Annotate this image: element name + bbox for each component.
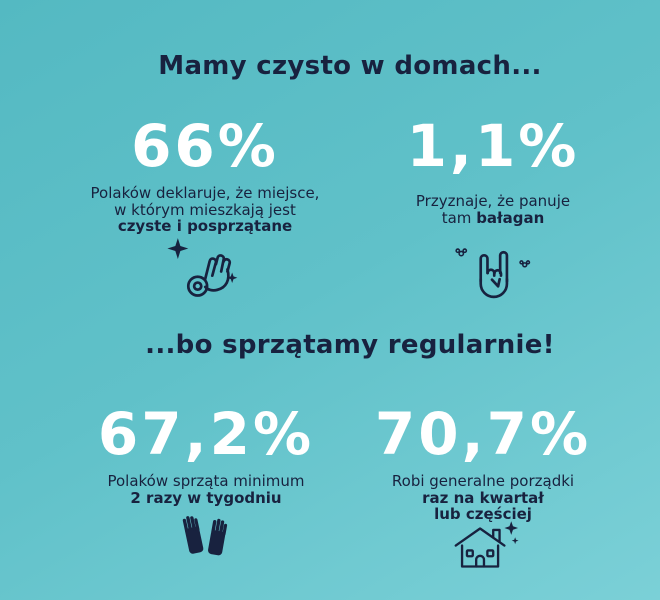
mid-heading: ...bo sprzątamy regularnie! <box>145 330 555 360</box>
stat-description: Robi generalne porządki raz na kwartał l… <box>318 473 648 523</box>
desc-line-bold: 2 razy w tygodniu <box>130 488 282 507</box>
stat-description: Polaków deklaruje, że miejsce, w którym … <box>40 185 370 235</box>
fly-icon <box>455 248 468 257</box>
rock-hand-graphic <box>455 248 531 299</box>
ok-hand-icon <box>40 236 370 307</box>
sparkle-star-icon <box>167 238 189 259</box>
desc-line: Robi generalne porządki <box>391 472 575 490</box>
stat-description: Przyznaje, że panuje tam bałagan <box>328 193 658 226</box>
desc-line-bold: lub częściej <box>434 505 532 523</box>
stat-general-cleaning: 70,7% Robi generalne porządki raz na kwa… <box>318 400 648 568</box>
desc-line: Polaków sprząta minimum <box>107 472 305 490</box>
stat-description: Polaków sprząta minimum 2 razy w tygodni… <box>41 473 371 506</box>
desc-line: w którym mieszkają jest <box>114 200 296 219</box>
house-graphic <box>454 521 519 568</box>
desc-word: tam <box>441 208 472 227</box>
left-glove-shape <box>182 516 204 554</box>
stat-messy-home: 1,1% Przyznaje, że panuje tam bałagan <box>328 112 658 299</box>
sparkle-star-small-icon <box>226 272 238 283</box>
desc-word-bold: bałagan <box>476 208 545 227</box>
stat-clean-home: 66% Polaków deklaruje, że miejsce, w któ… <box>40 112 370 297</box>
stat-value: 67,2% <box>97 400 315 468</box>
right-glove-shape <box>208 518 228 556</box>
rock-hand-shape <box>479 250 509 299</box>
rubber-gloves-icon <box>41 512 371 568</box>
desc-line-bold: raz na kwartał <box>422 488 544 507</box>
house-icon <box>318 520 648 575</box>
stat-value: 1,1% <box>406 112 580 180</box>
house-shape <box>454 527 506 568</box>
sparkle-star-small-icon <box>511 537 519 545</box>
rubber-gloves-graphic <box>182 516 228 556</box>
stat-value: 66% <box>131 112 279 180</box>
rock-hand-icon <box>328 240 658 304</box>
fly-icon <box>519 260 531 268</box>
top-heading: Mamy czysto w domach... <box>158 51 542 81</box>
desc-line: Przyznaje, że panuje <box>415 192 571 210</box>
desc-line-bold: czyste i posprzątane <box>117 217 293 235</box>
ok-hand-shape <box>186 254 232 297</box>
ok-hand-graphic <box>167 238 238 297</box>
desc-line: Polaków deklaruje, że miejsce, <box>90 184 320 202</box>
sparkle-star-icon <box>504 521 519 535</box>
stat-weekly-cleaning: 67,2% Polaków sprząta minimum 2 razy w t… <box>41 400 371 556</box>
stat-value: 70,7% <box>374 400 592 468</box>
